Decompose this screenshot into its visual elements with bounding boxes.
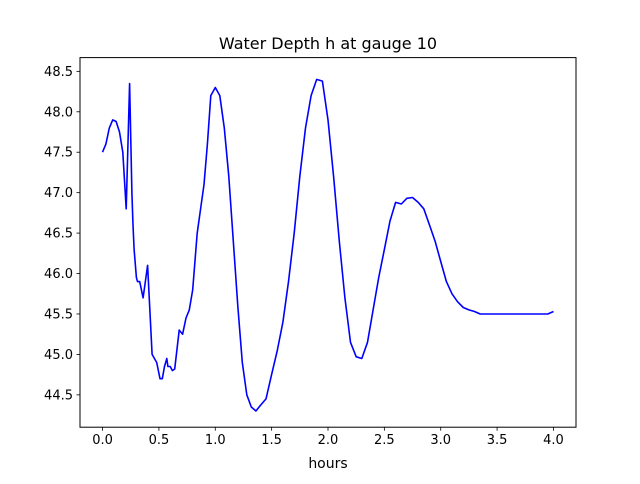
x-tick-label: 2.0	[318, 433, 339, 448]
x-tick-label: 3.0	[430, 433, 451, 448]
y-tick-label: 47.0	[44, 186, 73, 201]
y-axis-ticks: 44.5 45.0 45.5 46.0 46.5 47.0 47.5 48.0 48.5	[44, 65, 80, 403]
x-axis-label: hours	[308, 456, 347, 472]
y-tick-label: 47.5	[44, 146, 73, 161]
y-tick-label: 46.5	[44, 227, 73, 242]
y-tick-label: 45.0	[44, 348, 73, 363]
plot-frame	[79, 57, 577, 428]
chart-title: Water Depth h at gauge 10	[219, 34, 437, 53]
y-tick-label: 45.5	[44, 307, 73, 322]
x-axis-ticks: 0.0 0.5 1.0 1.5 2.0 2.5 3.0 3.5 4.0	[92, 427, 564, 448]
y-tick-label: 48.5	[44, 65, 73, 80]
series-layer	[101, 78, 554, 412]
y-tick-label: 46.0	[44, 267, 73, 282]
x-tick-label: 0.5	[149, 433, 170, 448]
x-tick-label: 0.0	[92, 433, 113, 448]
x-tick-label: 3.5	[487, 433, 508, 448]
x-tick-label: 2.5	[374, 433, 395, 448]
y-tick-label: 44.5	[44, 388, 73, 403]
x-tick-label: 4.0	[543, 433, 564, 448]
x-tick-label: 1.0	[205, 433, 226, 448]
y-tick-label: 48.0	[44, 105, 73, 120]
series-line	[101, 78, 554, 412]
x-tick-label: 1.5	[261, 433, 282, 448]
